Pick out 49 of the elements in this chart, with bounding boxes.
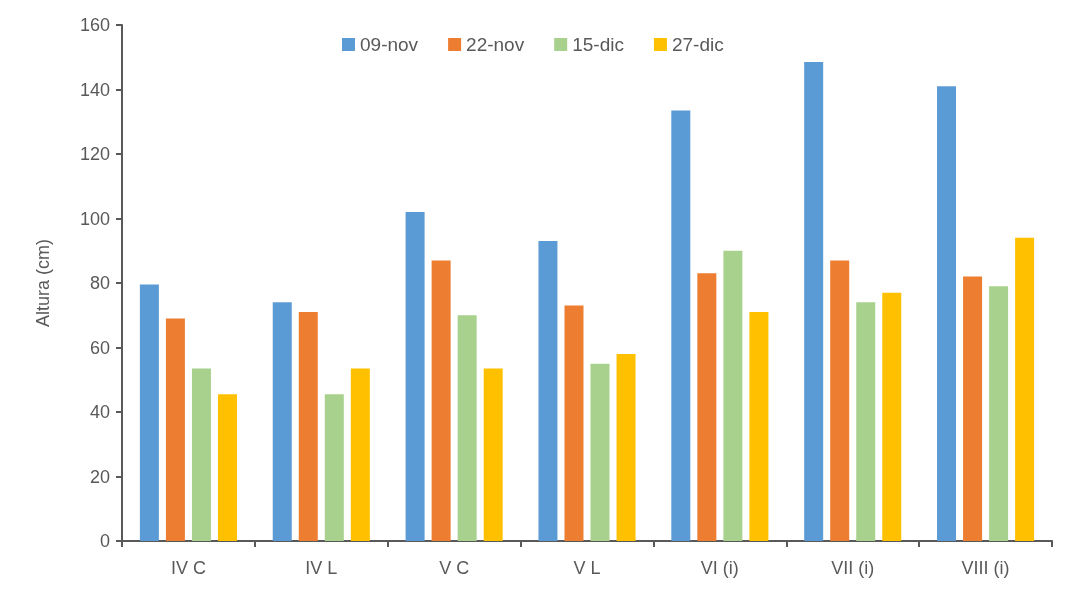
bar xyxy=(723,250,743,541)
bar xyxy=(139,284,159,541)
legend-label: 15-dic xyxy=(572,34,624,55)
legend-label: 22-nov xyxy=(466,34,525,55)
bar xyxy=(217,394,237,541)
y-tick-label: 20 xyxy=(89,466,110,487)
x-tick-label: V C xyxy=(439,558,470,578)
bar xyxy=(457,315,477,541)
bar xyxy=(165,318,185,541)
x-tick-label: VIII (i) xyxy=(961,558,1010,578)
y-tick-label: 140 xyxy=(79,79,110,100)
bar xyxy=(882,292,902,541)
y-tick-label: 160 xyxy=(79,15,110,35)
legend-label: 27-dic xyxy=(671,34,724,55)
y-tick-label: 60 xyxy=(89,337,110,358)
y-tick-label: 100 xyxy=(79,208,110,229)
bar xyxy=(272,302,292,541)
y-tick-label: 80 xyxy=(89,273,110,293)
x-tick-label: VI (i) xyxy=(700,558,739,578)
bar xyxy=(856,302,876,541)
bar xyxy=(697,273,717,541)
y-tick-label: 0 xyxy=(99,531,110,551)
bar xyxy=(616,353,636,541)
bar xyxy=(483,368,503,541)
bar xyxy=(989,286,1009,541)
bar xyxy=(671,110,691,541)
bar xyxy=(538,241,558,541)
bar xyxy=(937,86,957,541)
bar xyxy=(405,212,425,541)
bar xyxy=(324,394,344,541)
x-tick-label: V L xyxy=(573,558,601,578)
bar xyxy=(564,305,584,541)
bar xyxy=(298,312,318,541)
y-tick-label: 40 xyxy=(89,402,110,422)
x-tick-label: VII (i) xyxy=(831,558,875,578)
bar xyxy=(1015,237,1035,541)
bar xyxy=(749,312,769,541)
bar xyxy=(590,363,610,541)
x-tick-label: IV C xyxy=(170,558,206,578)
y-tick-label: 120 xyxy=(79,144,110,164)
bar xyxy=(431,260,451,541)
x-tick-label: IV L xyxy=(305,558,338,578)
bar xyxy=(350,368,370,541)
y-axis-title: Altura (cm) xyxy=(33,238,53,328)
bar xyxy=(963,276,983,541)
bar xyxy=(804,62,824,541)
bar xyxy=(191,368,211,541)
legend-label: 09-nov xyxy=(360,34,419,55)
bar xyxy=(830,260,850,541)
